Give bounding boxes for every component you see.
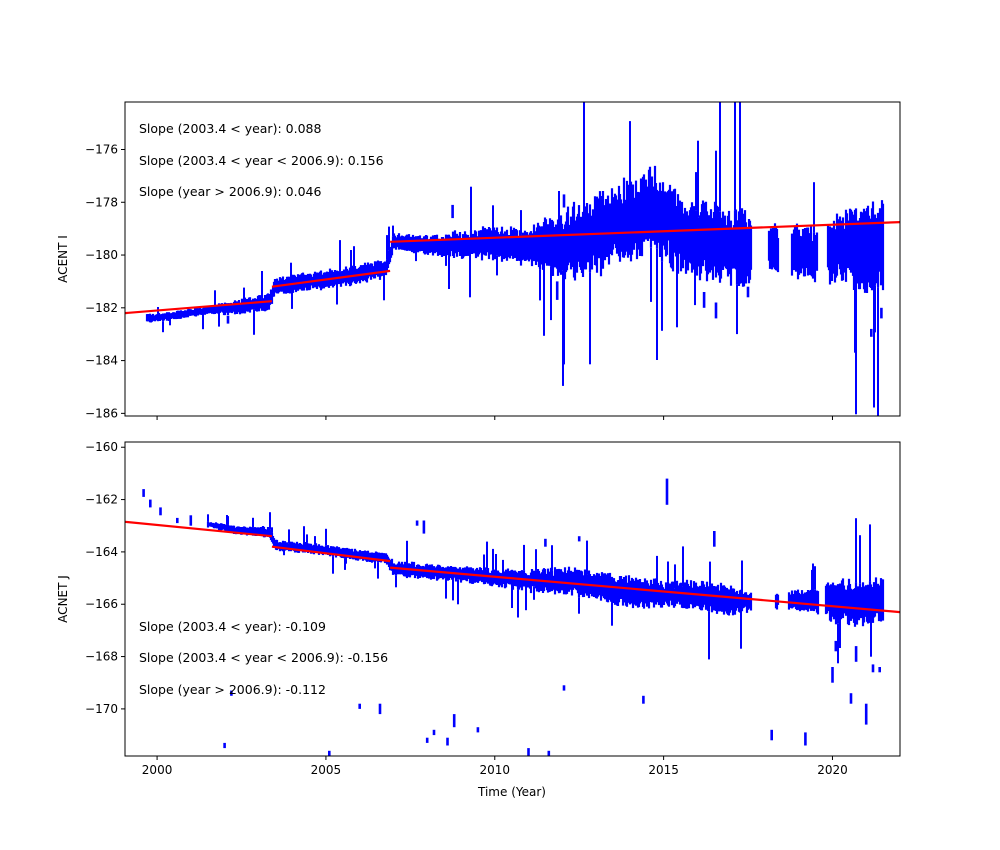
slope-annotation-2: Slope (2003.4 < year < 2006.9): 0.156 — [139, 153, 384, 168]
y-tick-label: −182 — [85, 301, 118, 315]
slope-annotation-1: Slope (2003.4 < year): -0.109 — [139, 619, 326, 634]
fit-line — [271, 269, 391, 288]
y-tick-label: −180 — [85, 248, 118, 262]
panel-acent-i: −176 −178 −180 −182 −184 −186 ACENT I Slope (… — [56, 101, 901, 420]
fit-line — [271, 545, 391, 563]
y-tick-label: −184 — [85, 354, 118, 368]
x-tick-label: 2010 — [479, 763, 510, 777]
y-tick-label: −176 — [85, 142, 118, 156]
fit-line — [390, 566, 900, 614]
y-tick-label: −164 — [85, 545, 118, 559]
slope-annotation-3: Slope (year > 2006.9): 0.046 — [139, 184, 321, 199]
y-tick-label: −168 — [85, 650, 118, 664]
slope-annotation-3: Slope (year > 2006.9): -0.112 — [139, 682, 326, 697]
fit-line — [390, 221, 900, 243]
y-tick-label: −166 — [85, 597, 118, 611]
y-axis-label: ACNET J — [56, 575, 70, 623]
fit-line — [125, 520, 273, 538]
x-axis-label: Time (Year) — [477, 785, 546, 799]
slope-annotation-2: Slope (2003.4 < year < 2006.9): -0.156 — [139, 650, 388, 665]
x-tick-label: 2015 — [648, 763, 679, 777]
plot-frame — [124, 441, 901, 757]
x-tick-label: 2020 — [817, 763, 848, 777]
fit-line — [125, 300, 272, 315]
y-ticks: −176 −178 −180 −182 −184 −186 — [85, 142, 125, 420]
x-tick-label: 2005 — [311, 763, 342, 777]
x-ticks — [156, 416, 833, 420]
y-ticks: −160 −162 −164 −166 −168 −170 — [85, 440, 125, 716]
x-tick-label: 2000 — [142, 763, 173, 777]
panel-acnet-j: −160 −162 −164 −166 −168 −170 2000 2005 2010 201… — [56, 440, 901, 799]
y-tick-label: −178 — [85, 195, 118, 209]
y-tick-label: −160 — [85, 440, 118, 454]
fit-lines — [125, 221, 900, 315]
x-ticks: 2000 2005 2010 2015 2020 — [142, 756, 848, 777]
y-tick-label: −186 — [85, 406, 118, 420]
slope-annotation-1: Slope (2003.4 < year): 0.088 — [139, 121, 321, 136]
y-tick-label: −170 — [85, 702, 118, 716]
fit-lines — [125, 520, 900, 614]
y-tick-label: −162 — [85, 493, 118, 507]
y-axis-label: ACENT I — [56, 235, 70, 283]
plot-frame — [124, 101, 901, 417]
